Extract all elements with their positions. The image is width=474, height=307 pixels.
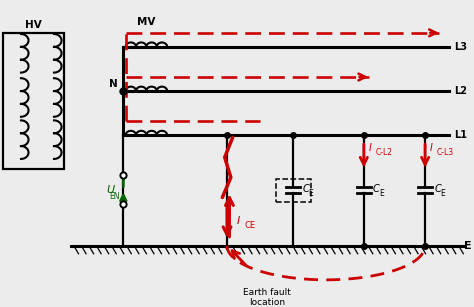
Bar [276,179,310,202]
Text: E: E [441,189,446,198]
Text: Earth fault
location: Earth fault location [243,288,291,307]
Bar [3,33,64,169]
Text: L2: L2 [455,86,467,96]
Text: N: N [109,79,118,89]
Text: HV: HV [25,20,42,29]
Text: $C$: $C$ [372,182,381,194]
Text: MV: MV [137,17,156,27]
Text: C-L3: C-L3 [437,149,454,157]
Text: $C$: $C$ [301,182,310,194]
Text: $C$: $C$ [434,182,442,194]
Text: CE: CE [245,221,256,230]
Text: L1: L1 [455,130,467,140]
Text: E: E [379,189,384,198]
Text: $I$: $I$ [236,214,240,226]
Text: C-L2: C-L2 [375,149,392,157]
Text: E: E [464,241,472,251]
Text: $U$: $U$ [106,184,116,196]
Text: $I$: $I$ [429,141,434,153]
Text: EN: EN [109,192,120,201]
Text: L3: L3 [455,42,467,52]
Text: E: E [309,189,313,198]
Text: $I$: $I$ [368,141,372,153]
